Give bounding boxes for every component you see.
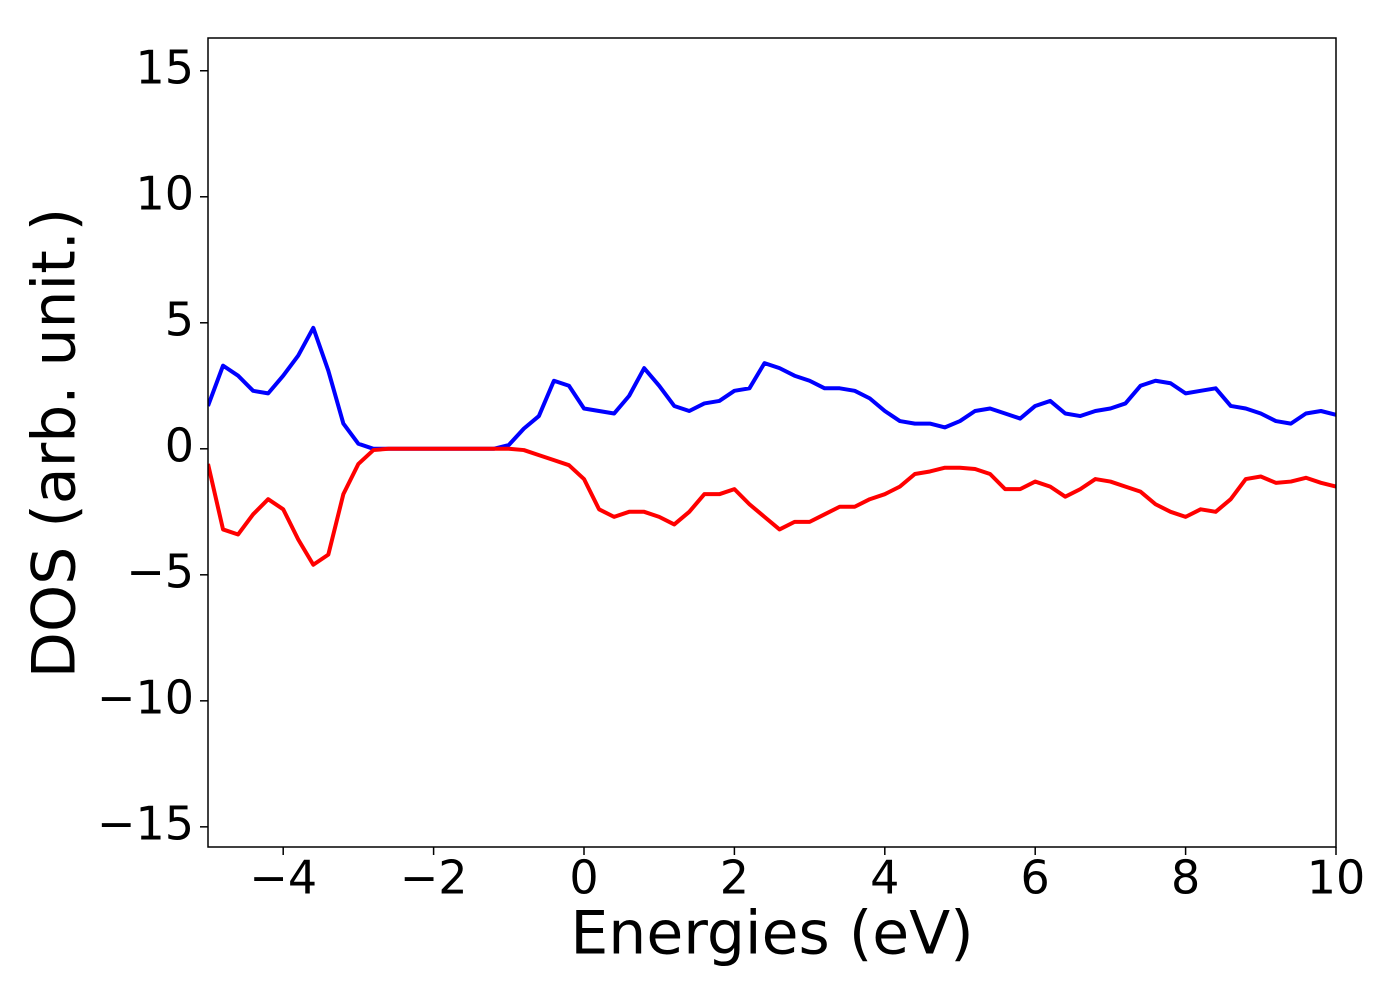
x-tick-label: −2 xyxy=(400,851,468,905)
x-tick-label: 0 xyxy=(569,851,598,905)
x-tick-label: 4 xyxy=(870,851,899,905)
y-tick-label: −5 xyxy=(126,544,194,598)
x-axis-label: Energies (eV) xyxy=(570,899,973,969)
x-tick-label: 8 xyxy=(1171,851,1200,905)
plot-frame xyxy=(207,37,1337,848)
y-tick-label: −10 xyxy=(97,670,194,724)
dos-line xyxy=(208,325,1336,451)
y-tick-label: 10 xyxy=(135,166,194,220)
x-tick-label: 2 xyxy=(720,851,749,905)
y-axis-label: DOS (arb. unit.) xyxy=(20,208,90,678)
x-tick-label: 10 xyxy=(1307,851,1366,905)
x-tick-label: 6 xyxy=(1021,851,1050,905)
y-tick-label: 0 xyxy=(165,418,194,472)
y-tick-label: −15 xyxy=(97,796,194,850)
x-tick-label: −4 xyxy=(249,851,317,905)
y-tick-label: 15 xyxy=(135,40,194,94)
y-tick-label: 5 xyxy=(165,292,194,346)
dos-line xyxy=(208,446,1336,567)
